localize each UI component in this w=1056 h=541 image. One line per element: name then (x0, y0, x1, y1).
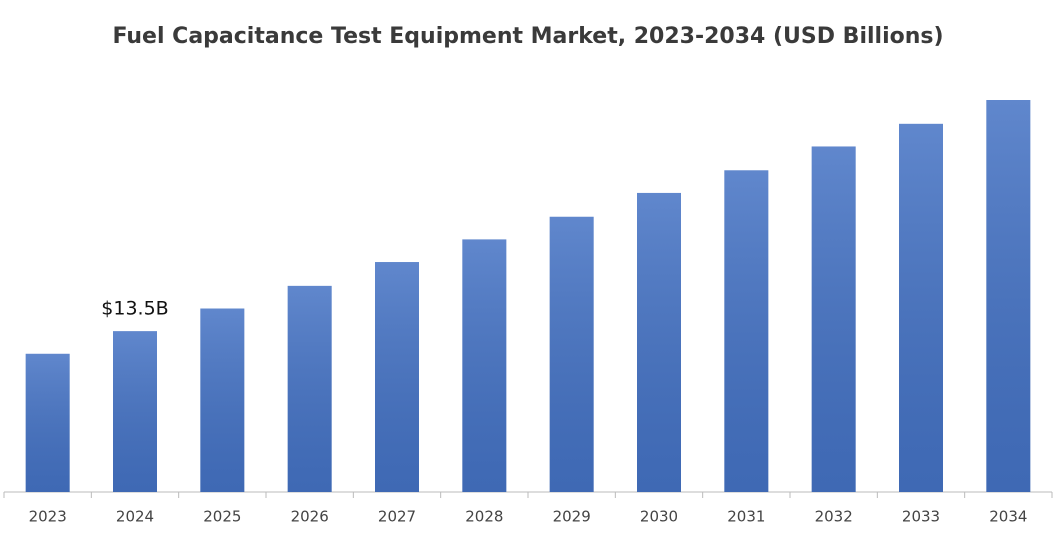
bar-shade (549, 216, 594, 492)
chart-title: Fuel Capacitance Test Equipment Market, … (112, 24, 943, 49)
x-tick-label: 2025 (203, 508, 241, 526)
x-tick-label: 2023 (29, 508, 67, 526)
x-tick-label: 2030 (640, 508, 678, 526)
x-tick-label: 2027 (378, 508, 416, 526)
bar-shade (637, 192, 681, 493)
value-label: $13.5B (101, 298, 168, 320)
bar-shade (113, 331, 157, 492)
x-tick-label: 2034 (989, 508, 1027, 526)
bar-shade (200, 308, 245, 492)
bar-shade (724, 170, 769, 493)
x-tick-label: 2028 (465, 508, 503, 526)
bar-shade (899, 123, 943, 493)
x-tick-label: 2031 (727, 508, 765, 526)
bar-shade (462, 239, 507, 492)
bar-shade (986, 100, 1031, 492)
x-tick-label: 2032 (815, 508, 853, 526)
x-tick-label: 2033 (902, 508, 940, 526)
x-tick-label: 2026 (291, 508, 329, 526)
x-tick-label: 2024 (116, 508, 154, 526)
bar-shade (375, 262, 419, 492)
x-tick-label: 2029 (553, 508, 591, 526)
bar-shade (25, 353, 70, 492)
bar-shade (287, 285, 332, 492)
bar-shade (811, 146, 856, 492)
